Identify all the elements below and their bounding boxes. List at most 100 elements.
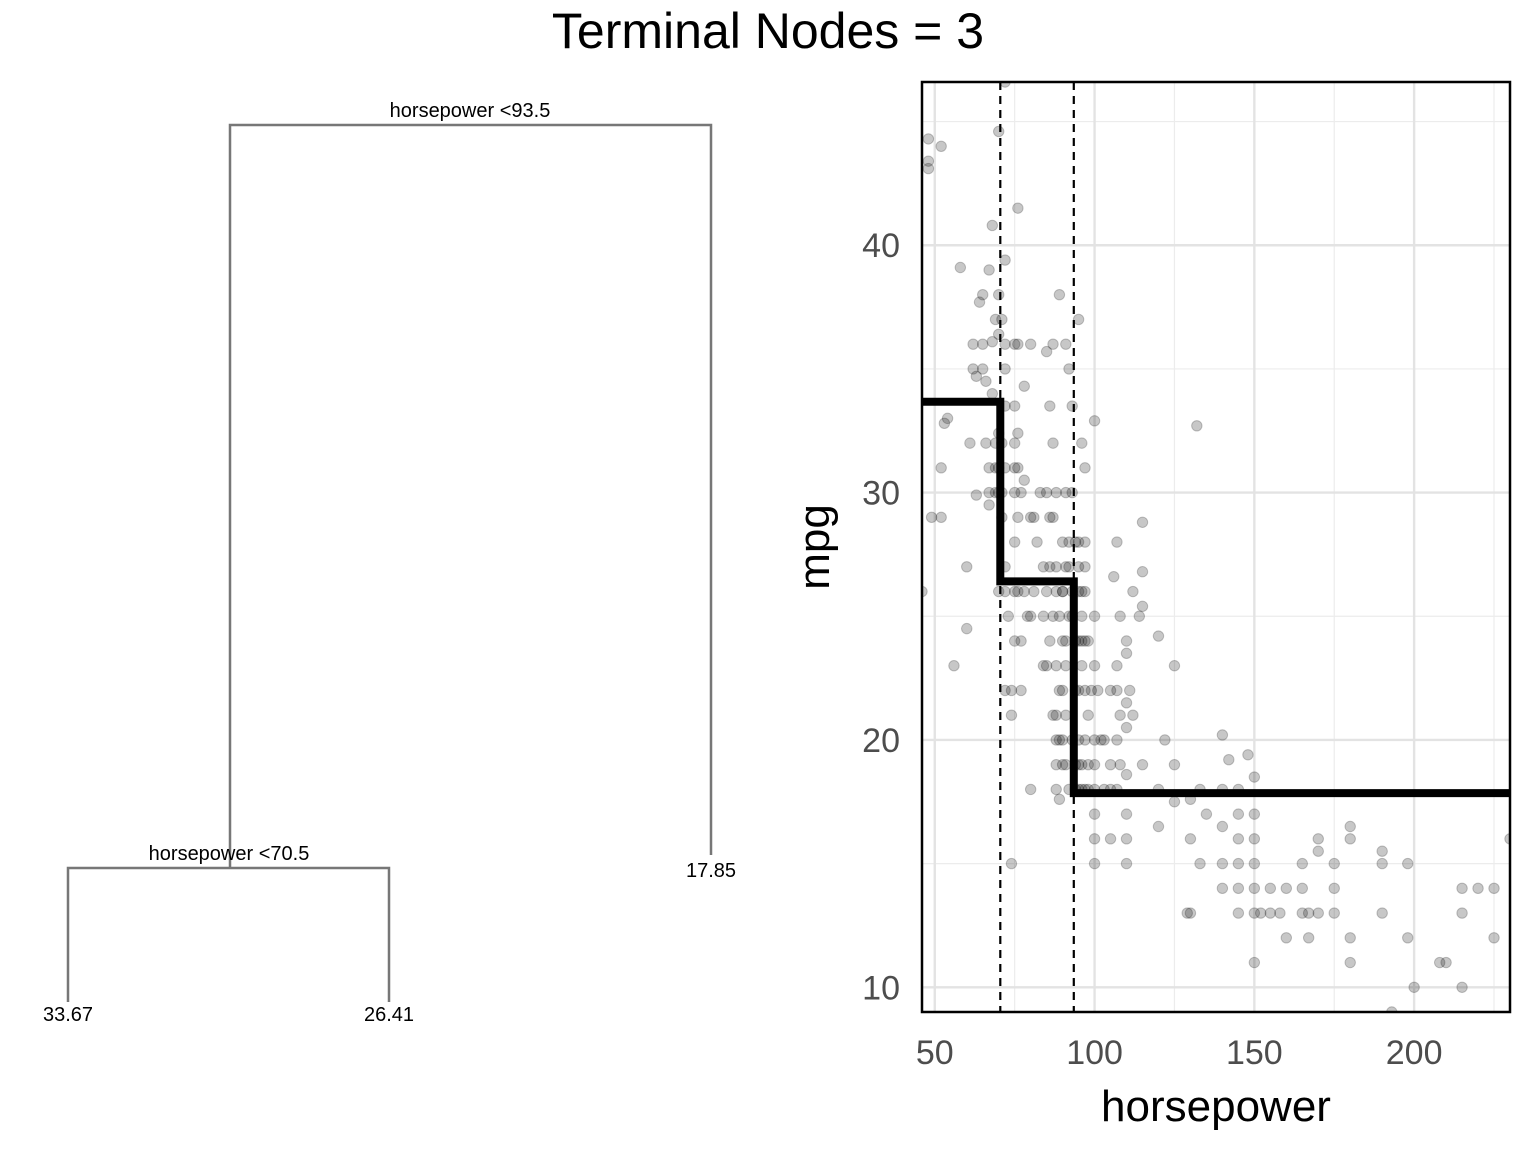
data-point (1079, 585, 1091, 598)
data-point (1124, 684, 1136, 697)
data-point (1120, 635, 1133, 647)
data-point (1056, 684, 1069, 697)
data-point (1079, 462, 1091, 474)
data-point (1344, 932, 1356, 944)
data-point (935, 140, 947, 153)
data-point (1047, 338, 1059, 350)
data-point (954, 261, 967, 274)
data-point (1076, 610, 1088, 622)
data-point (1280, 882, 1293, 895)
data-point (1047, 437, 1059, 449)
root-split-label: horsepower <93.5 (390, 100, 551, 122)
data-point (1184, 907, 1197, 919)
x-tick-label: 100 (1066, 1034, 1123, 1072)
tree-diagram (66, 123, 713, 1002)
data-point (1111, 734, 1123, 746)
data-point (1216, 729, 1229, 741)
data-point (1053, 289, 1066, 301)
data-point (1060, 758, 1072, 771)
data-point (970, 489, 983, 501)
data-point (1232, 882, 1245, 895)
data-point (986, 219, 999, 232)
data-point (1114, 758, 1126, 771)
data-point (1264, 907, 1277, 919)
data-point (1088, 660, 1101, 672)
data-point (1248, 857, 1261, 870)
data-point (1088, 808, 1101, 820)
data-point (1088, 610, 1101, 622)
data-point (1047, 610, 1059, 622)
data-point (1184, 833, 1197, 845)
tree-root-branch (228, 123, 713, 868)
data-point (1012, 585, 1024, 598)
data-point (1008, 437, 1021, 449)
data-point (977, 289, 989, 301)
data-point (1060, 709, 1072, 721)
data-point (1063, 561, 1075, 573)
data-point (1098, 734, 1110, 746)
data-point (1002, 610, 1014, 622)
data-point (1012, 338, 1024, 350)
data-point (983, 462, 995, 474)
data-point (1232, 808, 1245, 820)
data-point (1082, 709, 1094, 721)
leaf-label-3: 17.85 (686, 860, 736, 882)
data-point (1079, 536, 1091, 548)
data-point (1104, 758, 1117, 771)
data-point (983, 264, 995, 276)
data-point (1255, 907, 1267, 919)
data-point (977, 338, 989, 350)
data-point (1456, 981, 1468, 993)
data-point (1433, 956, 1446, 969)
data-point (1060, 635, 1072, 647)
y-tick-label: 30 (862, 475, 900, 513)
data-point (1216, 857, 1229, 870)
data-point (1302, 932, 1315, 944)
data-point (1248, 882, 1261, 895)
figure-title: Terminal Nodes = 3 (552, 3, 984, 59)
data-point (1159, 734, 1171, 746)
data-point (1120, 647, 1133, 660)
data-point (1050, 486, 1062, 499)
plot-panel (922, 82, 1510, 1012)
data-point (1056, 536, 1069, 548)
data-point (1082, 635, 1094, 647)
x-axis-title: horsepower (1101, 1082, 1331, 1131)
data-point (1040, 345, 1053, 358)
y-tick-label: 20 (862, 722, 900, 760)
data-point (1037, 660, 1050, 672)
leaf-label-1: 33.67 (43, 1004, 93, 1026)
data-point (1015, 486, 1027, 499)
data-point (1152, 820, 1165, 833)
data-point (1104, 684, 1117, 697)
data-point (1072, 536, 1085, 548)
data-point (1082, 758, 1094, 771)
y-tick-label: 40 (862, 227, 900, 265)
data-point (935, 462, 947, 474)
data-point (1248, 833, 1261, 845)
data-point (1402, 857, 1414, 870)
data-point (996, 313, 1008, 326)
data-point (1012, 427, 1024, 439)
data-point (1040, 660, 1053, 672)
data-point (1133, 610, 1146, 622)
data-point (1248, 956, 1261, 969)
left-split-label: horsepower <70.5 (149, 843, 310, 865)
data-point (999, 363, 1011, 375)
data-point (941, 412, 954, 425)
data-point (967, 363, 979, 375)
data-point (1056, 758, 1069, 771)
data-point (999, 585, 1011, 598)
data-point (1050, 758, 1062, 771)
data-point (1194, 857, 1206, 870)
data-point (992, 125, 1005, 138)
data-point (1028, 585, 1040, 598)
data-point (1168, 796, 1181, 808)
data-point (1005, 857, 1018, 870)
data-point (1063, 363, 1075, 375)
data-point (1008, 462, 1021, 474)
data-point (1111, 536, 1123, 548)
data-point (1044, 400, 1056, 412)
data-point (1216, 820, 1229, 833)
data-point (1076, 660, 1088, 672)
